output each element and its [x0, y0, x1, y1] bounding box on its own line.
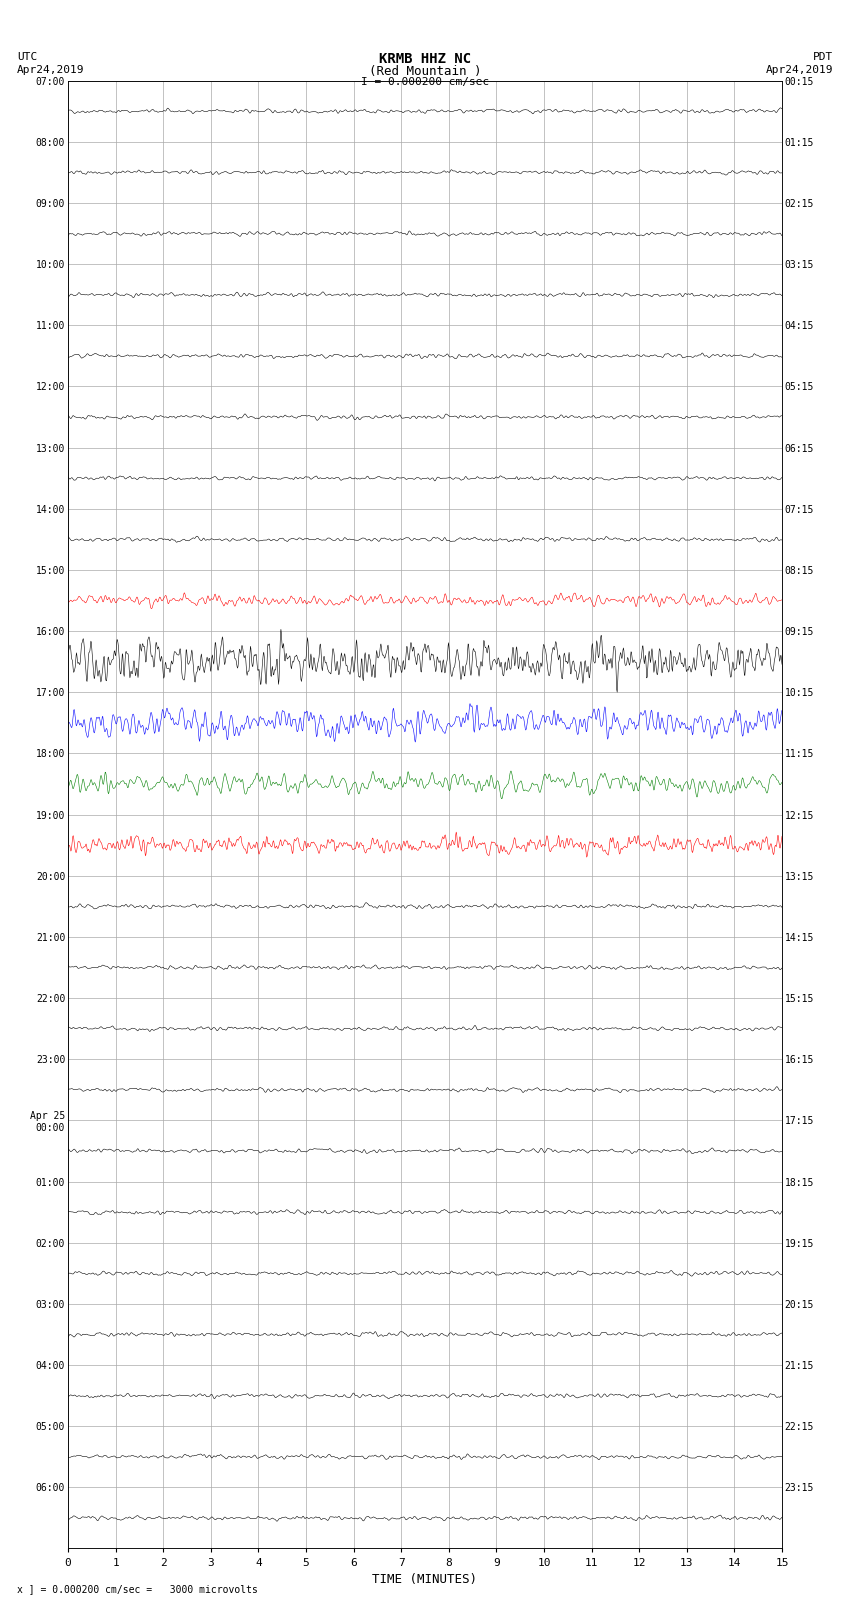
Text: KRMB HHZ NC: KRMB HHZ NC — [379, 52, 471, 66]
Text: Apr24,2019: Apr24,2019 — [17, 65, 84, 74]
Text: Apr24,2019: Apr24,2019 — [766, 65, 833, 74]
Text: x ] = 0.000200 cm/sec =   3000 microvolts: x ] = 0.000200 cm/sec = 3000 microvolts — [17, 1584, 258, 1594]
Text: (Red Mountain ): (Red Mountain ) — [369, 65, 481, 77]
Text: PDT: PDT — [813, 52, 833, 61]
Text: I = 0.000200 cm/sec: I = 0.000200 cm/sec — [361, 77, 489, 87]
Text: UTC: UTC — [17, 52, 37, 61]
X-axis label: TIME (MINUTES): TIME (MINUTES) — [372, 1573, 478, 1586]
